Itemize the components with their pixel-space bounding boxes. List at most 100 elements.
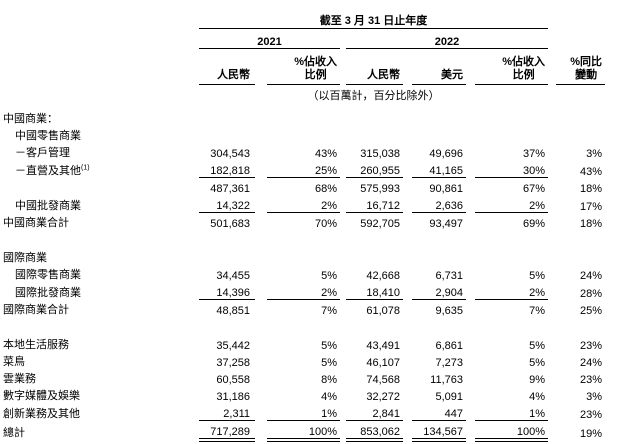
column-gap [548, 300, 556, 318]
value-cell: 23% [579, 374, 602, 386]
column-gap [548, 403, 556, 421]
value-cell: 37,258 [216, 357, 250, 369]
value-cell: 31,186 [216, 391, 250, 403]
column-gap [255, 352, 267, 369]
value-cell: 34,455 [216, 270, 250, 282]
value-cell: 5% [529, 270, 545, 282]
value-cell: 23% [579, 408, 602, 421]
value-cell: 74,568 [366, 374, 400, 386]
column-gap [255, 386, 267, 403]
value-cell: 24% [579, 357, 602, 369]
row-label: 國際商業合計 [3, 304, 69, 316]
column-gap [255, 195, 267, 213]
row-label: 總計 [3, 427, 25, 439]
row-label: 國際商業 [3, 252, 47, 264]
column-gap [403, 421, 412, 441]
value-cell: 19% [579, 428, 602, 440]
row-label: 中國商業： [3, 113, 58, 125]
year-2021-header: 2021 [199, 28, 340, 49]
value-cell: 100% [475, 420, 548, 442]
value-cell: 49,696 [429, 148, 463, 160]
value-cell: 70% [314, 218, 337, 230]
column-gap [548, 160, 556, 178]
value-cell: 17% [579, 200, 602, 213]
column-gap [466, 403, 475, 421]
value-cell: 90,861 [429, 183, 463, 195]
value-cell: 18,410 [346, 282, 403, 300]
segment-revenue-table: 截至 3 月 31 日止年度 2021 2022 人民幣 %佔收入 比例 人民幣 … [3, 10, 605, 442]
section-gap [3, 230, 605, 248]
value-cell: 5,091 [435, 391, 463, 403]
column-gap [548, 421, 556, 441]
value-cell: 42,668 [366, 270, 400, 282]
column-gap [255, 109, 267, 126]
value-cell [346, 248, 403, 265]
table-row: 中國商業合計 501,683 70% 592,705 93,497 69% 18% [3, 213, 605, 231]
column-header-pct-revenue-2022: %佔收入 比例 [475, 48, 548, 85]
table-row: 中國批發商業 14,322 2% 16,712 2,636 2% 17% [3, 195, 605, 213]
value-cell: 2,636 [412, 195, 466, 213]
value-cell: 25% [267, 160, 340, 178]
table-row: 本地生活服務 35,442 5% 43,491 6,861 5% 23% [3, 335, 605, 352]
table-row: 菜鳥 37,258 5% 46,107 7,273 5% 24% [3, 352, 605, 369]
table-row: 創新業務及其他 2,311 1% 2,841 447 1% 23% [3, 403, 605, 421]
value-cell: 8% [321, 374, 337, 386]
value-cell: 2% [475, 195, 548, 213]
column-gap [548, 109, 556, 126]
column-gap [403, 369, 412, 386]
column-gap [466, 213, 475, 231]
value-cell [475, 248, 548, 265]
header-spacer [3, 10, 199, 29]
column-gap [466, 265, 475, 282]
value-cell: 717,289 [199, 420, 255, 442]
value-cell: 501,683 [210, 218, 250, 230]
year-2022-header: 2022 [346, 28, 548, 49]
row-label: 本地生活服務 [3, 339, 69, 351]
value-cell [556, 248, 605, 265]
table-row: 數字媒體及娛樂 31,186 4% 32,272 5,091 4% 3% [3, 386, 605, 403]
column-gap [548, 213, 556, 231]
value-cell: 7% [529, 305, 545, 317]
value-cell: 4% [321, 391, 337, 403]
column-gap [548, 126, 556, 143]
value-cell: 25% [579, 305, 602, 317]
column-gap [466, 160, 475, 178]
value-cell: 7% [321, 305, 337, 317]
value-cell: 6,731 [435, 270, 463, 282]
value-cell: 41,165 [412, 160, 466, 178]
column-gap [466, 126, 475, 143]
value-cell: 14,322 [199, 195, 255, 213]
table-row: 國際商業合計 48,851 7% 61,078 9,635 7% 25% [3, 300, 605, 318]
value-cell: 9% [529, 374, 545, 386]
value-cell: 2,311 [199, 403, 255, 421]
column-gap [403, 143, 412, 160]
value-cell: 9,635 [435, 305, 463, 317]
column-gap [466, 335, 475, 352]
value-cell [412, 126, 466, 143]
value-cell [346, 109, 403, 126]
column-gap [403, 213, 412, 231]
table-body: 中國商業： 中國零售商業 －客戶管理 304,543 43% 315,038 49,696 3… [3, 109, 605, 442]
value-cell: 134,567 [412, 420, 466, 442]
column-gap [548, 248, 556, 265]
column-header-yoy-change: %同比 變動 [556, 48, 605, 85]
value-cell: 5% [321, 357, 337, 369]
value-cell: 304,543 [210, 148, 250, 160]
column-gap [255, 143, 267, 160]
column-gap [466, 195, 475, 213]
value-cell: 35,442 [216, 340, 250, 352]
column-gap [548, 195, 556, 213]
unit-note: （以百萬計，百分比除外） [307, 90, 440, 102]
value-cell: 43,491 [366, 340, 400, 352]
value-cell [199, 109, 255, 126]
column-gap [548, 282, 556, 300]
value-cell [267, 109, 340, 126]
column-gap [548, 265, 556, 282]
value-cell: 16,712 [346, 195, 403, 213]
row-label: 中國批發商業 [15, 199, 81, 212]
value-cell: 4% [529, 391, 545, 403]
column-gap [403, 178, 412, 196]
column-gap [466, 386, 475, 403]
row-label: 中國零售商業 [15, 130, 81, 142]
column-gap [255, 300, 267, 318]
